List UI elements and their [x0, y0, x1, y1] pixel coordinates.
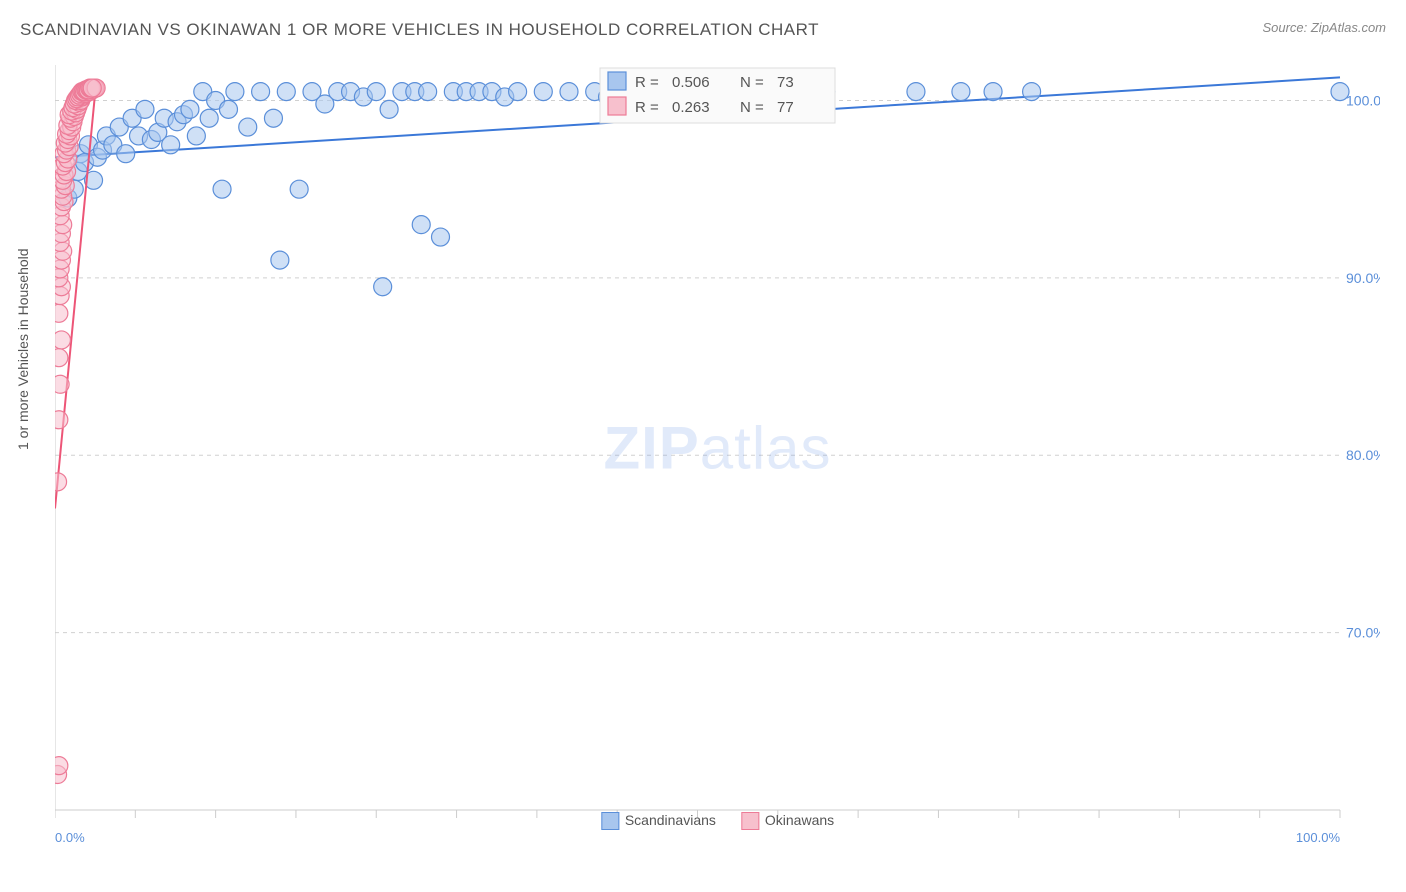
- legend: Scandinavians Okinawans: [601, 812, 834, 830]
- svg-text:80.0%: 80.0%: [1346, 447, 1380, 463]
- legend-item-scandinavians: Scandinavians: [601, 812, 716, 830]
- x-start-label: 0.0%: [55, 830, 85, 845]
- chart-canvas: 70.0% 80.0% 90.0% 100.0% R = 0.506 N = 73 R = 0.2…: [55, 65, 1380, 830]
- svg-text:0.263: 0.263: [672, 99, 710, 116]
- legend-swatch-scandinavians: [601, 812, 619, 830]
- chart-title: SCANDINAVIAN VS OKINAWAN 1 OR MORE VEHIC…: [20, 20, 819, 40]
- svg-text:0.506: 0.506: [672, 74, 710, 91]
- scatter-chart: 70.0% 80.0% 90.0% 100.0% R = 0.506 N = 73 R = 0.2…: [55, 65, 1380, 830]
- svg-text:N =: N =: [740, 99, 764, 116]
- source-label: Source: ZipAtlas.com: [1262, 20, 1386, 35]
- svg-text:R =: R =: [635, 99, 659, 116]
- x-end-label: 100.0%: [1296, 830, 1340, 845]
- svg-text:70.0%: 70.0%: [1346, 625, 1380, 641]
- legend-item-okinawans: Okinawans: [741, 812, 834, 830]
- legend-swatch-okinawans: [741, 812, 759, 830]
- svg-text:100.0%: 100.0%: [1346, 92, 1380, 108]
- y-axis-label: 1 or more Vehicles in Household: [15, 248, 31, 450]
- legend-label-scandinavians: Scandinavians: [625, 812, 716, 828]
- svg-text:77: 77: [777, 99, 794, 116]
- svg-text:R =: R =: [635, 74, 659, 91]
- legend-label-okinawans: Okinawans: [765, 812, 834, 828]
- svg-text:N =: N =: [740, 74, 764, 91]
- svg-text:73: 73: [777, 74, 794, 91]
- svg-text:90.0%: 90.0%: [1346, 270, 1380, 286]
